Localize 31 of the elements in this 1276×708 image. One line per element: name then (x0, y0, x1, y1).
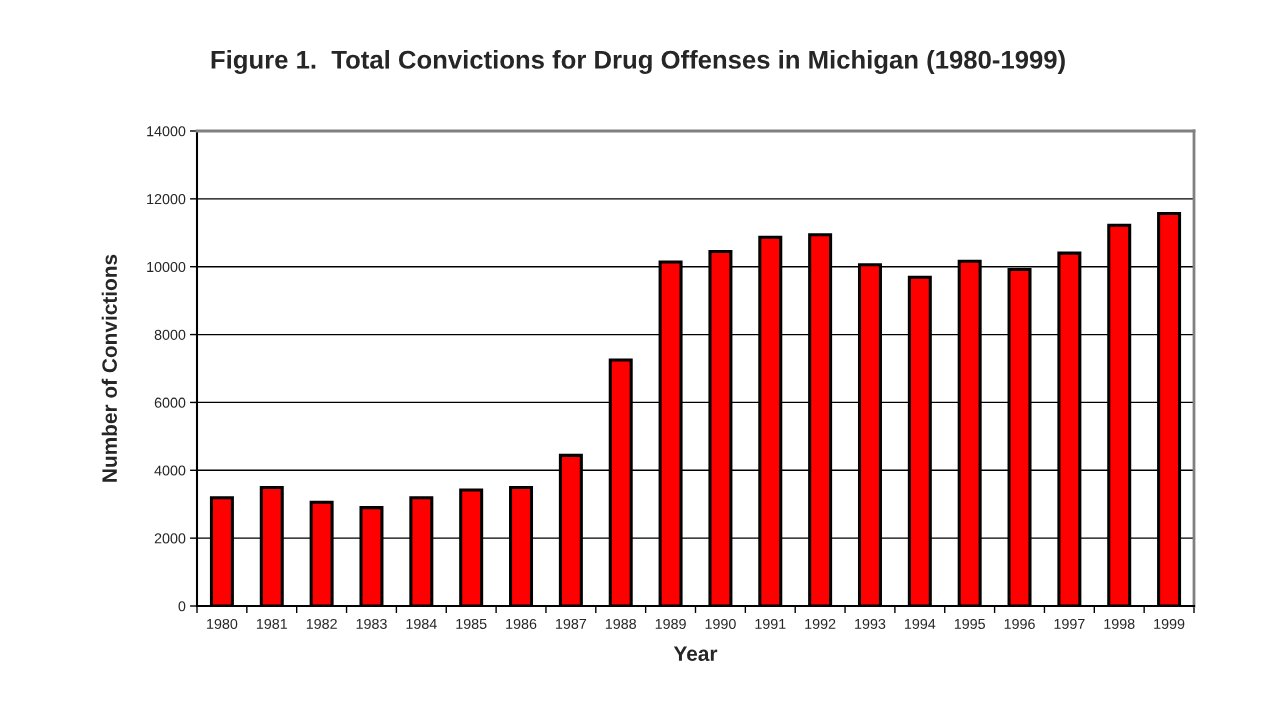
x-tick-label: 1991 (755, 618, 786, 630)
y-tick-label: 6000 (154, 397, 186, 408)
chart-title: Figure 1. Total Convictions for Drug Offenses in Michigan (1980-1999) (211, 49, 1065, 75)
x-tick-label: 1985 (456, 618, 487, 630)
x-tick-label: 1999 (1154, 618, 1185, 630)
x-tick-label: 1993 (855, 618, 886, 630)
x-tick-label: 1982 (306, 618, 337, 630)
x-axis-title: Year (673, 646, 718, 662)
x-tick-label: 1992 (805, 618, 836, 630)
x-tick-label: 1995 (954, 618, 985, 630)
y-tick-label: 14000 (147, 126, 186, 137)
x-tick-label: 1984 (406, 618, 437, 630)
y-tick-label: 12000 (147, 194, 186, 205)
x-tick-label: 1987 (556, 618, 587, 630)
x-tick-label: 1981 (256, 618, 287, 630)
x-tick-label: 1994 (905, 618, 936, 630)
x-tick-label: 1986 (506, 618, 537, 630)
x-tick-label: 1980 (207, 618, 238, 630)
x-tick-label: 1997 (1054, 618, 1085, 630)
x-tick-label: 1996 (1004, 618, 1035, 630)
y-tick-label: 0 (178, 601, 186, 612)
y-tick-label: 2000 (154, 533, 186, 544)
y-axis-title: Number of Convictions (101, 254, 117, 482)
x-tick-label: 1989 (655, 618, 686, 630)
y-tick-label: 4000 (154, 465, 186, 476)
y-tick-label: 8000 (154, 329, 186, 340)
x-tick-label: 1988 (605, 618, 637, 630)
x-tick-label: 1983 (356, 618, 387, 630)
y-tick-label: 10000 (147, 261, 186, 273)
x-tick-label: 1998 (1104, 618, 1135, 630)
x-tick-label: 1990 (705, 618, 736, 630)
